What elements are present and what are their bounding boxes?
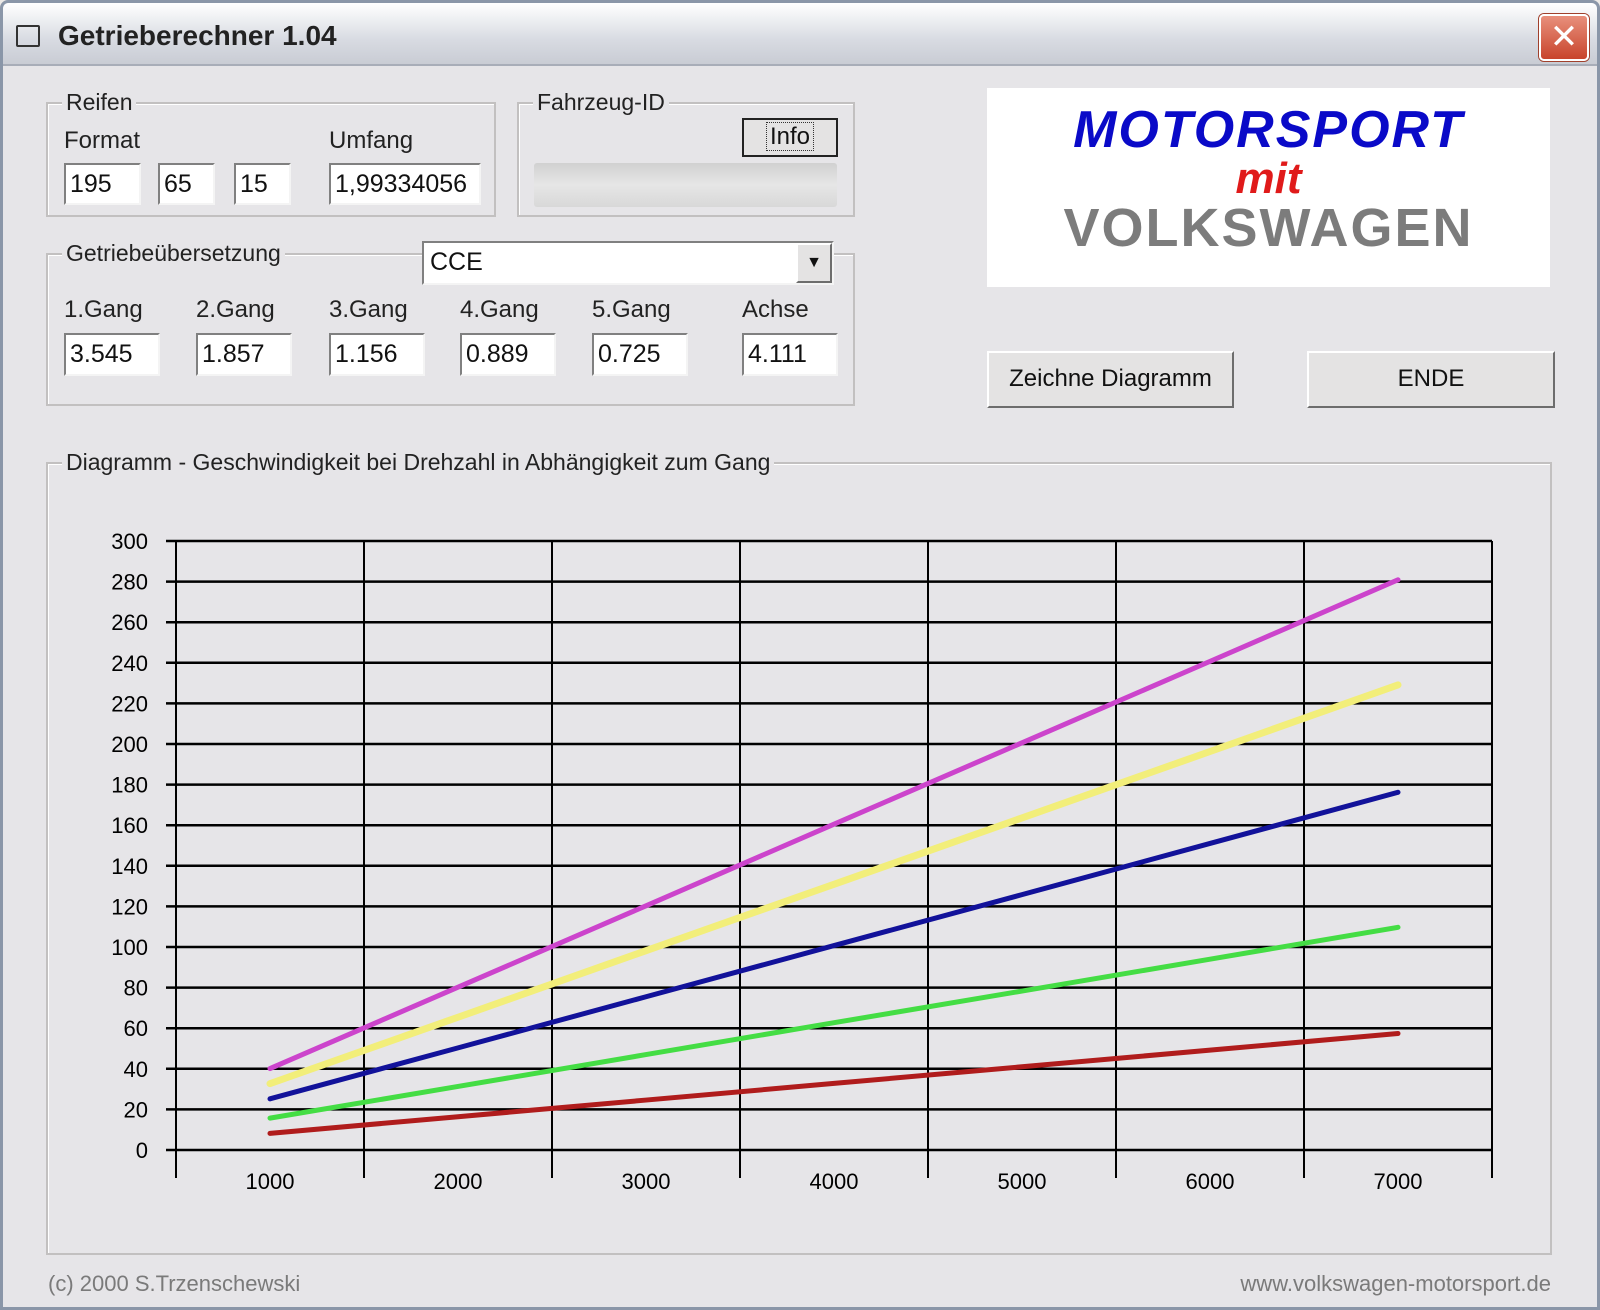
- getriebe-label: Getriebeübersetzung: [62, 240, 285, 267]
- info-button-label: Info: [765, 122, 815, 151]
- title-bar[interactable]: [3, 3, 1597, 66]
- x-tick-label: 7000: [1374, 1169, 1423, 1194]
- y-tick-label: 100: [111, 935, 148, 960]
- y-tick-label: 240: [111, 651, 148, 676]
- 2-gang-label: 2.Gang: [196, 296, 275, 323]
- diagram-label: Diagramm - Geschwindigkeit bei Drehzahl …: [62, 449, 775, 476]
- series-line-5-gang: [267, 577, 1401, 1072]
- website-link[interactable]: www.volkswagen-motorsport.de: [1240, 1271, 1551, 1296]
- end-button[interactable]: ENDE: [1307, 351, 1555, 408]
- y-tick-label: 160: [111, 813, 148, 838]
- umfang-label: Umfang: [329, 127, 414, 154]
- window-title: Getrieberechner 1.04: [58, 20, 337, 51]
- x-tick-label: 4000: [810, 1169, 859, 1194]
- gearbox-selected-value: CCE: [430, 248, 483, 276]
- umfang-input[interactable]: 1,99334056: [329, 163, 481, 205]
- logo-line2: mit: [1235, 154, 1302, 203]
- y-tick-label: 0: [136, 1138, 148, 1163]
- motorsport-logo: MOTORSPORT mit VOLKSWAGEN: [987, 88, 1550, 287]
- series-line-1-gang: [267, 1030, 1401, 1136]
- y-tick-label: 200: [111, 732, 148, 757]
- 4-gang-input[interactable]: 0.889: [460, 333, 556, 376]
- logo-line3: VOLKSWAGEN: [1063, 198, 1474, 258]
- series-line-3-gang: [267, 789, 1401, 1102]
- fahrzeug-label: Fahrzeug-ID: [533, 89, 669, 116]
- draw-diagram-button[interactable]: Zeichne Diagramm: [987, 351, 1234, 408]
- app-icon: [16, 25, 40, 47]
- series-line-4-gang: [266, 681, 1402, 1088]
- 4-gang-label: 4.Gang: [460, 296, 539, 323]
- tire-ratio-input[interactable]: 65: [158, 163, 215, 205]
- y-tick-label: 120: [111, 894, 148, 919]
- x-tick-label: 1000: [246, 1169, 295, 1194]
- reifen-group: [46, 102, 496, 217]
- y-tick-label: 260: [111, 610, 148, 635]
- y-tick-label: 280: [111, 570, 148, 595]
- copyright-text: (c) 2000 S.Trzenschewski: [48, 1271, 301, 1296]
- logo-line1: MOTORSPORT: [1073, 101, 1464, 159]
- achse-input[interactable]: 4.111: [742, 333, 838, 376]
- info-button[interactable]: Info: [742, 118, 838, 157]
- x-tick-label: 3000: [622, 1169, 671, 1194]
- tire-width-input[interactable]: 195: [64, 163, 141, 205]
- 2-gang-input[interactable]: 1.857: [196, 333, 292, 376]
- close-button[interactable]: ✕: [1539, 14, 1589, 61]
- vehicle-id-field: [534, 163, 837, 207]
- 1-gang-input[interactable]: 3.545: [64, 333, 160, 376]
- diagram-group: [46, 462, 1552, 1255]
- reifen-label: Reifen: [62, 89, 137, 116]
- y-tick-label: 20: [124, 1097, 148, 1122]
- x-tick-label: 5000: [998, 1169, 1047, 1194]
- rim-size-input[interactable]: 15: [234, 163, 291, 205]
- 3-gang-input[interactable]: 1.156: [329, 333, 425, 376]
- y-tick-label: 80: [124, 976, 148, 1001]
- 3-gang-label: 3.Gang: [329, 296, 408, 323]
- x-tick-label: 2000: [434, 1169, 483, 1194]
- achse-label: Achse: [742, 296, 809, 323]
- y-tick-label: 220: [111, 691, 148, 716]
- 1-gang-label: 1.Gang: [64, 296, 143, 323]
- chevron-down-icon[interactable]: ▼: [796, 243, 832, 283]
- fahrzeug-group: [517, 102, 855, 217]
- y-tick-label: 40: [124, 1057, 148, 1082]
- format-label: Format: [64, 127, 141, 154]
- series-line-2-gang: [267, 924, 1401, 1121]
- y-tick-label: 140: [111, 854, 148, 879]
- y-tick-label: 60: [124, 1016, 148, 1041]
- y-tick-label: 180: [111, 773, 148, 798]
- 5-gang-input[interactable]: 0.725: [592, 333, 688, 376]
- 5-gang-label: 5.Gang: [592, 296, 671, 323]
- y-tick-label: 300: [111, 529, 148, 554]
- gearbox-select[interactable]: CCE ▼: [422, 241, 834, 285]
- x-tick-label: 6000: [1186, 1169, 1235, 1194]
